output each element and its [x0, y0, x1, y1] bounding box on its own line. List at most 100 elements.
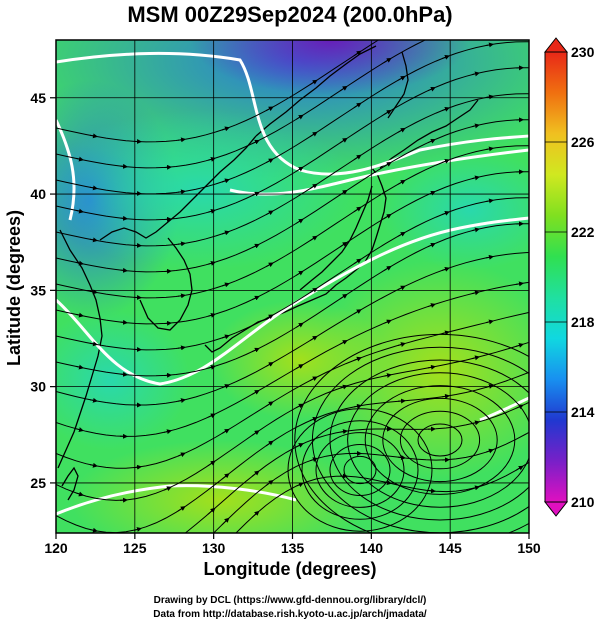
- wind-arrow: [221, 282, 230, 288]
- coastline-hokkaido: [379, 99, 479, 169]
- wind-arrow: [397, 455, 406, 460]
- wind-arrow: [383, 265, 392, 271]
- wind-arrow: [309, 416, 318, 422]
- wind-arrow: [515, 343, 524, 348]
- eddy-streamline: [301, 420, 419, 520]
- colorbar-tick-label: 218: [571, 314, 595, 330]
- wind-arrow: [207, 460, 216, 467]
- colorbar-tick-label: 230: [571, 44, 595, 60]
- wind-arrow: [383, 109, 392, 115]
- wind-arrow: [163, 429, 172, 435]
- anticyclone-streamline: [294, 333, 529, 533]
- wind-arrow: [427, 303, 436, 308]
- x-tick-label: 130: [202, 540, 226, 556]
- wind-arrow: [265, 401, 274, 407]
- wind-arrow: [221, 473, 230, 480]
- wind-arrow: [441, 393, 450, 399]
- map-title: MSM 00Z29Sep2024 (200.0hPa): [127, 2, 452, 27]
- colorbar-gradient: [544, 51, 568, 503]
- wind-arrow: [177, 345, 186, 351]
- wind-arrow: [339, 137, 348, 144]
- colorbar-tick-label: 226: [571, 134, 595, 150]
- wind-arrow: [515, 404, 524, 410]
- wind-arrow: [353, 258, 362, 265]
- wind-arrow: [295, 322, 304, 328]
- wind-arrow: [75, 156, 84, 162]
- colorbar-tick-label: 214: [571, 404, 595, 420]
- wind-arrow: [427, 364, 436, 370]
- coastline-russia: [255, 45, 377, 137]
- isotherm-southeast: [479, 396, 529, 422]
- wind-arrow: [353, 403, 362, 409]
- streamline: [56, 251, 529, 406]
- wind-arrow: [221, 178, 230, 184]
- wind-arrow: [221, 126, 230, 132]
- wind-arrow: [427, 242, 436, 248]
- wind-arrow: [309, 376, 318, 382]
- wind-arrow: [353, 102, 362, 109]
- wind-arrow: [90, 594, 96, 595]
- streamline: [56, 197, 529, 351]
- x-tick-label: 125: [123, 540, 147, 556]
- wind-arrow: [177, 241, 186, 247]
- wind-arrow: [177, 189, 186, 195]
- wind-arrow: [76, 557, 82, 559]
- wind-arrow: [339, 429, 348, 435]
- wind-arrow: [485, 146, 494, 152]
- eddy-streamline: [343, 455, 377, 485]
- wind-arrow: [427, 488, 436, 494]
- wind-arrow: [265, 262, 274, 268]
- wind-arrow: [265, 106, 274, 112]
- y-axis-ticks: 25 30 35 40 45: [30, 90, 56, 491]
- colorbar: 210 214 218 222 226 230: [543, 37, 595, 517]
- x-tick-label: 145: [438, 540, 462, 556]
- wind-arrow: [177, 452, 186, 458]
- x-tick-label: 120: [44, 540, 68, 556]
- wind-arrow: [471, 290, 480, 296]
- anticyclone-streamline: [364, 385, 516, 495]
- wind-arrow: [383, 161, 392, 167]
- colorbar-tick-label: 210: [571, 494, 595, 510]
- wind-arrow: [89, 341, 98, 347]
- wind-arrow: [441, 159, 450, 164]
- wind-arrow: [441, 107, 450, 112]
- wind-arrow: [89, 133, 98, 139]
- wind-arrow: [383, 213, 392, 219]
- wind-arrow: [75, 364, 84, 370]
- wind-arrow: [163, 486, 172, 491]
- wind-arrow: [485, 198, 494, 204]
- streamline: [56, 311, 529, 469]
- wind-arrow: [265, 479, 274, 486]
- wind-arrow: [265, 362, 274, 367]
- wind-arrow: [397, 285, 406, 291]
- eddy-streamline: [315, 432, 405, 508]
- wind-arrow: [353, 50, 362, 57]
- wind-arrow: [177, 506, 186, 512]
- coastline-kyushu-honshu: [204, 167, 387, 353]
- streamline: [212, 431, 529, 533]
- wind-arrow: [207, 312, 216, 318]
- wind-arrow: [295, 166, 304, 172]
- wind-arrow: [353, 309, 362, 315]
- wind-arrow: [251, 295, 260, 301]
- coastlines: [57, 45, 479, 501]
- anticyclone-streamline: [382, 397, 498, 483]
- wind-arrow: [353, 154, 362, 161]
- x-axis-label: Longitude (degrees): [203, 559, 376, 579]
- wind-arrow: [119, 215, 128, 221]
- x-tick-label: 135: [281, 540, 305, 556]
- wind-arrow: [265, 158, 274, 164]
- streamline: [184, 401, 529, 533]
- wind-arrow: [177, 293, 186, 299]
- wind-arrow: [134, 591, 140, 593]
- wind-arrow: [75, 491, 84, 497]
- wind-arrow: [339, 241, 348, 248]
- wind-arrow: [485, 94, 494, 100]
- anticyclone-streamline: [329, 359, 529, 521]
- wind-arrow: [178, 561, 184, 566]
- wind-arrow: [221, 334, 230, 340]
- wind-arrow: [75, 312, 84, 318]
- coastline-liaodong: [99, 135, 257, 241]
- wind-arrow: [119, 371, 128, 377]
